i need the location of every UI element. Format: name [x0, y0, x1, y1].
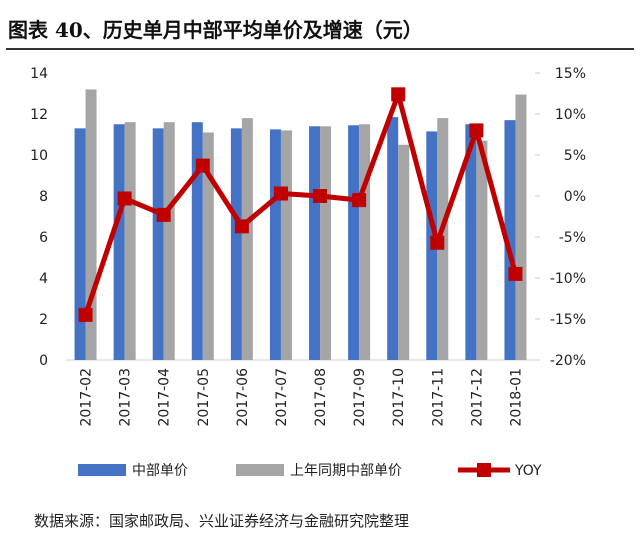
chart-title: 图表 40、历史单月中部平均单价及增速（元）: [8, 18, 423, 42]
x-tick-label: 2017-07: [274, 368, 290, 427]
y-right-tick-label: 0%: [564, 189, 586, 205]
bar-last-year: [241, 118, 253, 360]
bar-current: [230, 128, 242, 360]
y-left-tick-label: 4: [39, 271, 48, 287]
yoy-marker: [391, 87, 406, 102]
yoy-marker: [117, 191, 132, 206]
bar-last-year: [124, 122, 136, 360]
legend-label-current: 中部单价: [132, 463, 188, 479]
yoy-marker: [313, 189, 328, 203]
legend-label-yoy: YOY: [514, 463, 542, 479]
y-left-tick-label: 6: [39, 230, 48, 246]
y-right-tick-label: 5%: [564, 148, 586, 164]
yoy-marker: [156, 207, 171, 222]
yoy-marker: [234, 219, 249, 234]
bar-current: [191, 122, 203, 360]
x-tick-label: 2017-02: [79, 368, 95, 427]
source-note: 数据来源：国家邮政局、兴业证券经济与金融研究院整理: [34, 512, 410, 530]
bar-current: [113, 124, 125, 360]
title-underline: [6, 48, 634, 50]
legend-swatch-current: [78, 464, 126, 476]
y-right-tick-label: 10%: [555, 107, 586, 123]
bar-current: [152, 128, 164, 360]
y-right-tick-label: -10%: [550, 271, 586, 287]
bar-last-year: [280, 130, 292, 360]
yoy-line: [83, 91, 518, 316]
bar-last-year: [359, 124, 371, 360]
bar-current: [348, 125, 360, 361]
y-left-tick-label: 12: [30, 107, 48, 123]
legend-swatch-yoy-marker: [477, 463, 491, 477]
bar-current: [309, 126, 321, 360]
x-tick-label: 2017-09: [352, 368, 368, 427]
x-tick-label: 2017-08: [313, 368, 329, 427]
y-left-tick-label: 10: [30, 148, 48, 164]
x-tick-label: 2017-06: [235, 368, 251, 427]
bar-last-year: [202, 132, 214, 360]
y-left-tick-label: 0: [39, 353, 48, 369]
yoy-marker: [508, 266, 523, 281]
yoy-marker: [78, 307, 93, 322]
bar-last-year: [476, 140, 488, 360]
bar-last-year: [398, 144, 410, 360]
bar-current: [387, 117, 399, 360]
y-left-tick-label: 14: [30, 66, 48, 82]
y-right-tick-label: -15%: [550, 312, 586, 328]
x-tick-label: 2017-03: [118, 368, 134, 427]
legend-swatch-last-year: [236, 464, 284, 476]
x-tick-label: 2017-12: [469, 368, 485, 427]
y-right-tick-label: 15%: [555, 66, 586, 82]
bar-last-year: [163, 122, 175, 360]
bar-current: [465, 124, 477, 360]
y-left-tick-label: 2: [39, 312, 48, 328]
y-left-tick-label: 8: [39, 189, 48, 205]
x-tick-label: 2018-01: [508, 368, 524, 427]
yoy-marker: [352, 193, 367, 208]
x-tick-label: 2017-04: [157, 368, 173, 427]
bar-current: [74, 128, 86, 360]
yoy-marker: [195, 158, 210, 173]
bar-current: [504, 120, 516, 361]
bar-last-year: [320, 126, 332, 360]
yoy-marker: [273, 186, 288, 201]
yoy-marker: [430, 235, 445, 250]
bar-last-year: [515, 94, 527, 361]
yoy-marker: [469, 123, 484, 138]
x-tick-label: 2017-10: [391, 368, 407, 427]
bar-last-year: [85, 89, 97, 361]
bar-current: [269, 129, 281, 360]
x-tick-label: 2017-11: [430, 368, 446, 427]
y-right-tick-label: -20%: [550, 353, 586, 369]
x-tick-label: 2017-05: [196, 368, 212, 427]
legend-label-last-year: 上年同期中部单价: [290, 463, 402, 479]
y-right-tick-label: -5%: [559, 230, 586, 246]
